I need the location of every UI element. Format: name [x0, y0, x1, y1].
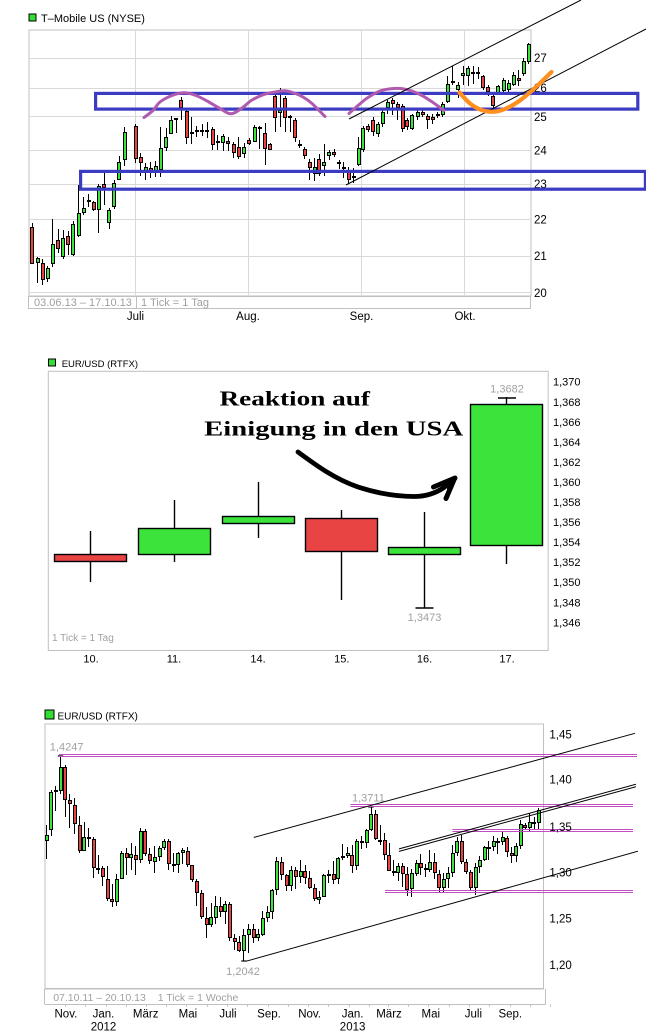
svg-text:Nov.: Nov.: [55, 1009, 78, 1021]
svg-text:1,354: 1,354: [553, 537, 581, 549]
svg-text:Sep.: Sep.: [498, 1009, 522, 1021]
svg-text:Juli: Juli: [127, 311, 144, 323]
svg-text:1,45: 1,45: [549, 730, 571, 742]
svg-text:1 Tick = 1 Tag: 1 Tick = 1 Tag: [141, 297, 209, 309]
svg-text:11.: 11.: [167, 654, 181, 666]
svg-text:1,352: 1,352: [553, 557, 581, 569]
svg-text:03.06.13 – 17.10.13: 03.06.13 – 17.10.13: [34, 297, 132, 309]
svg-text:1,368: 1,368: [553, 397, 581, 409]
svg-text:17.: 17.: [499, 654, 514, 666]
svg-text:1,40: 1,40: [549, 775, 571, 787]
svg-text:2012: 2012: [91, 1022, 117, 1034]
svg-text:Sep.: Sep.: [257, 1009, 281, 1021]
svg-text:1,2042: 1,2042: [226, 966, 260, 978]
svg-text:07.10.11 – 20.10.13: 07.10.11 – 20.10.13: [53, 992, 146, 1004]
svg-text:Sep.: Sep.: [350, 311, 374, 323]
svg-text:Aug.: Aug.: [236, 311, 260, 323]
svg-text:Mai: Mai: [422, 1009, 441, 1021]
svg-text:1,360: 1,360: [553, 477, 581, 489]
svg-text:1,30: 1,30: [549, 868, 571, 880]
svg-text:Juli: Juli: [219, 1009, 236, 1021]
svg-text:15.: 15.: [334, 654, 349, 666]
svg-text:Jan.: Jan.: [93, 1009, 115, 1021]
svg-text:16.: 16.: [417, 654, 432, 666]
svg-text:1,362: 1,362: [553, 457, 581, 469]
svg-text:Okt.: Okt.: [454, 311, 475, 323]
svg-text:März: März: [133, 1009, 159, 1021]
svg-text:1,3711: 1,3711: [352, 793, 385, 805]
svg-text:21: 21: [534, 251, 547, 263]
svg-text:1 Tick = 1 Tag: 1 Tick = 1 Tag: [52, 633, 114, 644]
svg-text:Reaktion auf: Reaktion auf: [220, 387, 372, 411]
svg-text:25: 25: [534, 112, 547, 124]
svg-text:1,4247: 1,4247: [50, 742, 84, 754]
svg-text:1,370: 1,370: [553, 377, 581, 389]
svg-text:10.: 10.: [83, 654, 98, 666]
svg-text:14.: 14.: [250, 654, 265, 666]
svg-text:1,20: 1,20: [549, 960, 571, 972]
svg-text:Einigung in den USA: Einigung in den USA: [204, 417, 464, 441]
svg-text:1,356: 1,356: [553, 517, 581, 529]
svg-text:2013: 2013: [340, 1022, 366, 1034]
svg-text:1,366: 1,366: [553, 417, 581, 429]
svg-text:22: 22: [534, 215, 547, 227]
svg-text:27: 27: [534, 53, 547, 65]
svg-text:1,3682: 1,3682: [490, 384, 524, 396]
svg-text:EUR/USD (RTFX): EUR/USD (RTFX): [58, 712, 138, 723]
svg-text:1,346: 1,346: [553, 617, 581, 629]
svg-text:24: 24: [534, 146, 547, 158]
svg-text:Jan.: Jan.: [342, 1009, 364, 1021]
svg-text:Mai: Mai: [179, 1009, 198, 1021]
svg-text:März: März: [376, 1009, 402, 1021]
svg-text:Juli: Juli: [465, 1009, 482, 1021]
svg-text:Nov.: Nov.: [298, 1009, 321, 1021]
svg-text:1 Tick = 1 Woche: 1 Tick = 1 Woche: [158, 992, 239, 1004]
svg-text:EUR/USD (RTFX): EUR/USD (RTFX): [62, 359, 138, 370]
svg-text:1,3473: 1,3473: [408, 612, 442, 624]
svg-text:20: 20: [534, 288, 547, 300]
svg-text:1,35: 1,35: [549, 822, 571, 834]
svg-text:1,25: 1,25: [549, 913, 571, 925]
svg-text:T–Mobile US (NYSE): T–Mobile US (NYSE): [41, 13, 145, 25]
svg-text:1,348: 1,348: [553, 597, 581, 609]
svg-text:1,358: 1,358: [553, 497, 581, 509]
svg-text:1,350: 1,350: [553, 577, 581, 589]
svg-text:1,364: 1,364: [553, 437, 581, 449]
